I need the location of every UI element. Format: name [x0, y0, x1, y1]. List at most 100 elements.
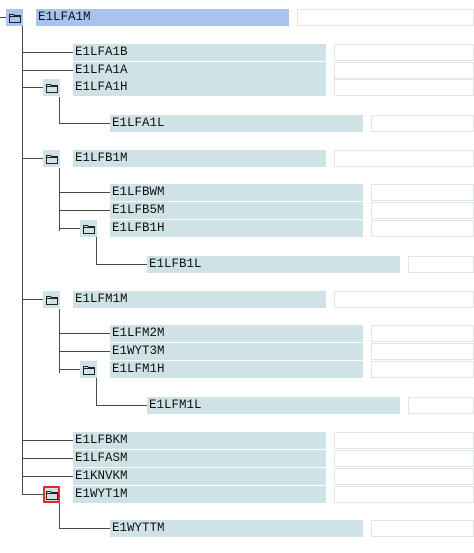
- tree-node[interactable]: E1LFB1H: [0, 220, 474, 237]
- tree-node[interactable]: E1WYTTM: [0, 520, 474, 537]
- node-label[interactable]: E1LFM1M: [73, 291, 326, 308]
- folder-icon: [45, 154, 58, 164]
- node-label[interactable]: E1LFA1A: [73, 62, 326, 79]
- tree-root-node[interactable]: E1LFA1M: [0, 9, 474, 26]
- tree-connector-line: [96, 264, 147, 265]
- node-value-field: [371, 184, 474, 201]
- node-value-field: [371, 202, 474, 219]
- tree-node[interactable]: E1LFA1L: [0, 115, 474, 132]
- tree-connector-line: [22, 476, 73, 477]
- tree-connector-line: [96, 405, 147, 406]
- tree-node[interactable]: E1LFM1M: [0, 291, 474, 308]
- node-value-field: [371, 325, 474, 342]
- tree-branch-line: [96, 378, 97, 406]
- tree-node[interactable]: E1LFB5M: [0, 202, 474, 219]
- node-label[interactable]: E1LFM2M: [110, 325, 363, 342]
- node-value-field: [334, 150, 474, 167]
- tree-connector-line: [22, 494, 43, 495]
- tree-connector-line: [0, 17, 6, 18]
- tree-node[interactable]: E1LFASM: [0, 450, 474, 467]
- node-label[interactable]: E1LFB5M: [110, 202, 363, 219]
- node-label[interactable]: E1LFA1H: [73, 79, 326, 96]
- node-value-field: [334, 79, 474, 96]
- tree-connector-line: [22, 87, 43, 88]
- node-value-field: [334, 432, 474, 449]
- tree-node[interactable]: E1LFBKM: [0, 432, 474, 449]
- tree-connector-line: [22, 299, 43, 300]
- tree-branch-line: [96, 237, 97, 265]
- folder-toggle-button[interactable]: [80, 361, 97, 378]
- node-value-field: [334, 450, 474, 467]
- node-value-field: [408, 256, 474, 273]
- folder-toggle-button[interactable]: [80, 220, 97, 237]
- tree-connector-line: [22, 458, 73, 459]
- node-value-field: [334, 468, 474, 485]
- folder-icon: [45, 83, 58, 93]
- tree-trunk-line: [22, 26, 23, 494]
- folder-toggle-button[interactable]: [43, 79, 60, 96]
- node-value-field: [297, 9, 474, 26]
- node-label[interactable]: E1LFB1M: [73, 150, 326, 167]
- node-label[interactable]: E1WYT3M: [110, 343, 363, 360]
- tree-node[interactable]: E1LFB1L: [0, 256, 474, 273]
- node-label[interactable]: E1LFA1M: [36, 9, 289, 26]
- tree-connector-line: [59, 228, 80, 229]
- tree-node[interactable]: E1KNVKM: [0, 468, 474, 485]
- folder-icon: [8, 13, 21, 23]
- node-label[interactable]: E1LFA1L: [110, 115, 363, 132]
- node-label[interactable]: E1WYTTM: [110, 520, 363, 537]
- node-value-field: [334, 291, 474, 308]
- folder-toggle-button[interactable]: [43, 150, 60, 167]
- node-label[interactable]: E1LFB1L: [147, 256, 400, 273]
- node-value-field: [371, 343, 474, 360]
- node-value-field: [371, 115, 474, 132]
- folder-toggle-button[interactable]: [43, 291, 60, 308]
- tree-node[interactable]: E1WYT1M: [0, 486, 474, 503]
- tree-connector-line: [22, 52, 73, 53]
- node-value-field: [371, 361, 474, 378]
- node-label[interactable]: E1LFM1L: [147, 397, 400, 414]
- tree-branch-line: [59, 503, 60, 529]
- tree-node[interactable]: E1LFBWM: [0, 184, 474, 201]
- node-value-field: [371, 520, 474, 537]
- node-label[interactable]: E1KNVKM: [73, 468, 326, 485]
- node-value-field: [334, 62, 474, 79]
- tree-node[interactable]: E1LFB1M: [0, 150, 474, 167]
- node-value-field: [334, 44, 474, 61]
- folder-icon: [82, 224, 95, 234]
- folder-toggle-button[interactable]: [43, 486, 60, 503]
- folder-icon: [45, 295, 58, 305]
- node-label[interactable]: E1LFB1H: [110, 220, 363, 237]
- tree-node[interactable]: E1WYT3M: [0, 343, 474, 360]
- tree-connector-line: [22, 70, 73, 71]
- node-value-field: [371, 220, 474, 237]
- tree-node[interactable]: E1LFA1H: [0, 79, 474, 96]
- node-label[interactable]: E1WYT1M: [73, 486, 326, 503]
- tree-connector-line: [59, 333, 110, 334]
- node-label[interactable]: E1LFA1B: [73, 44, 326, 61]
- tree-node[interactable]: E1LFM1L: [0, 397, 474, 414]
- tree-connector-line: [59, 210, 110, 211]
- tree-connector-line: [59, 123, 110, 124]
- tree-connector-line: [59, 192, 110, 193]
- tree-node[interactable]: E1LFM1H: [0, 361, 474, 378]
- folder-toggle-button[interactable]: [6, 9, 23, 26]
- node-label[interactable]: E1LFBKM: [73, 432, 326, 449]
- tree-connector-line: [59, 351, 110, 352]
- tree-branch-line: [59, 309, 60, 373]
- node-value-field: [334, 486, 474, 503]
- node-label[interactable]: E1LFM1H: [110, 361, 363, 378]
- node-label[interactable]: E1LFBWM: [110, 184, 363, 201]
- tree-connector-line: [59, 369, 80, 370]
- folder-icon: [45, 490, 58, 500]
- node-value-field: [408, 397, 474, 414]
- tree-branch-line: [59, 168, 60, 231]
- tree-node[interactable]: E1LFM2M: [0, 325, 474, 342]
- tree-connector-line: [22, 440, 73, 441]
- tree-connector-line: [22, 158, 43, 159]
- tree-node[interactable]: E1LFA1A: [0, 62, 474, 79]
- tree-connector-line: [59, 528, 110, 529]
- node-label[interactable]: E1LFASM: [73, 450, 326, 467]
- tree-node[interactable]: E1LFA1B: [0, 44, 474, 61]
